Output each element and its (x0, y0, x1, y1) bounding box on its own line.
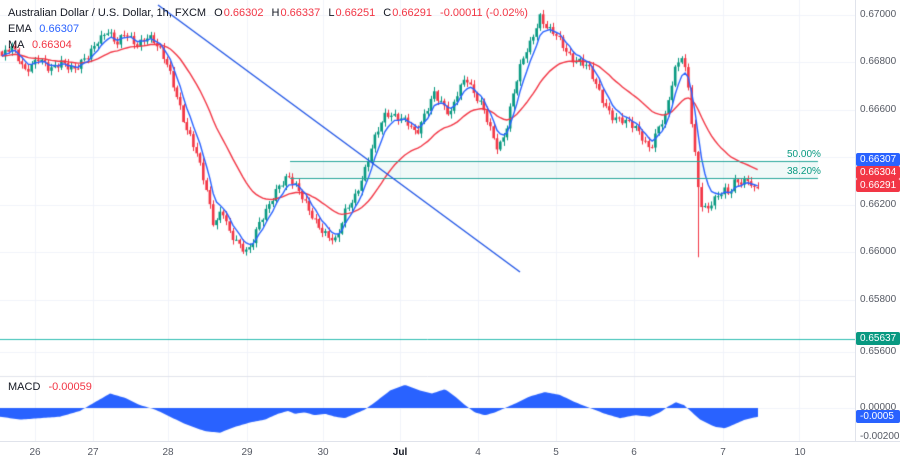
price-axis-label: 0.66800 (860, 56, 897, 67)
chart-legend: Australian Dollar / U.S. Dollar, 1h, FXC… (8, 5, 528, 53)
time-axis-label: 30 (317, 447, 329, 458)
price-axis-label: 0.66600 (860, 104, 897, 115)
ohlc-high: H0.66337 (271, 7, 321, 19)
change-value: -0.00011 (-0.02%) (440, 7, 528, 19)
time-axis-label: 7 (720, 447, 726, 458)
ema-label: EMA (8, 23, 32, 35)
fib-level-label[interactable]: 38.20% (787, 166, 821, 177)
price-badge: 0.65637 (856, 332, 900, 345)
macd-label: MACD (8, 381, 41, 393)
price-axis[interactable]: 0.67000 0.66800 0.66600 0.66200 0.66000 0.658… (855, 0, 900, 442)
ema-legend-row[interactable]: EMA 0.66307 (8, 21, 528, 37)
time-axis[interactable]: 26 27 28 29 30 Jul 4 5 6 7 10 (0, 441, 900, 464)
price-badge: -0.0005 (856, 410, 900, 423)
symbol-legend-row[interactable]: Australian Dollar / U.S. Dollar, 1h, FXC… (8, 5, 528, 21)
price-axis-label: 0.67000 (860, 9, 897, 20)
time-axis-label: 26 (29, 447, 41, 458)
ema-value: 0.66307 (39, 23, 80, 35)
symbol-title[interactable]: Australian Dollar / U.S. Dollar, 1h, FXC… (8, 7, 207, 19)
ohlc-close: C0.66291 (383, 7, 432, 19)
price-badge: 0.66304 (856, 166, 900, 179)
ma-legend-row[interactable]: MA 0.66304 (8, 37, 528, 53)
chart-canvas[interactable] (0, 0, 855, 441)
time-axis-label: Jul (392, 447, 408, 458)
time-axis-label: 6 (631, 447, 637, 458)
price-badge: 0.66307 (856, 153, 900, 166)
price-badge: 0.66291 (856, 179, 900, 192)
macd-value: -0.00059 (48, 381, 92, 393)
ohlc-low: L0.66251 (328, 7, 376, 19)
ma-value: 0.66304 (31, 39, 72, 51)
time-axis-label: 28 (162, 447, 174, 458)
price-axis-label: 0.65800 (860, 294, 897, 305)
time-axis-label: 10 (794, 447, 806, 458)
price-axis-label: 0.66200 (860, 199, 897, 210)
time-axis-label: 5 (553, 447, 559, 458)
macd-legend-row[interactable]: MACD -0.00059 (8, 381, 92, 393)
price-axis-label: 0.00000 (860, 402, 897, 413)
price-axis-label: 0.65600 (860, 346, 897, 357)
ohlc-open: O0.66302 (214, 7, 264, 19)
time-axis-label: 27 (87, 447, 99, 458)
fib-level-label[interactable]: 50.00% (787, 149, 821, 160)
price-axis-label: 0.66000 (860, 246, 897, 257)
ma-label: MA (8, 39, 24, 51)
time-axis-label: 29 (241, 447, 253, 458)
price-axis-label: -0.00200 (860, 431, 900, 442)
time-axis-label: 4 (475, 447, 481, 458)
